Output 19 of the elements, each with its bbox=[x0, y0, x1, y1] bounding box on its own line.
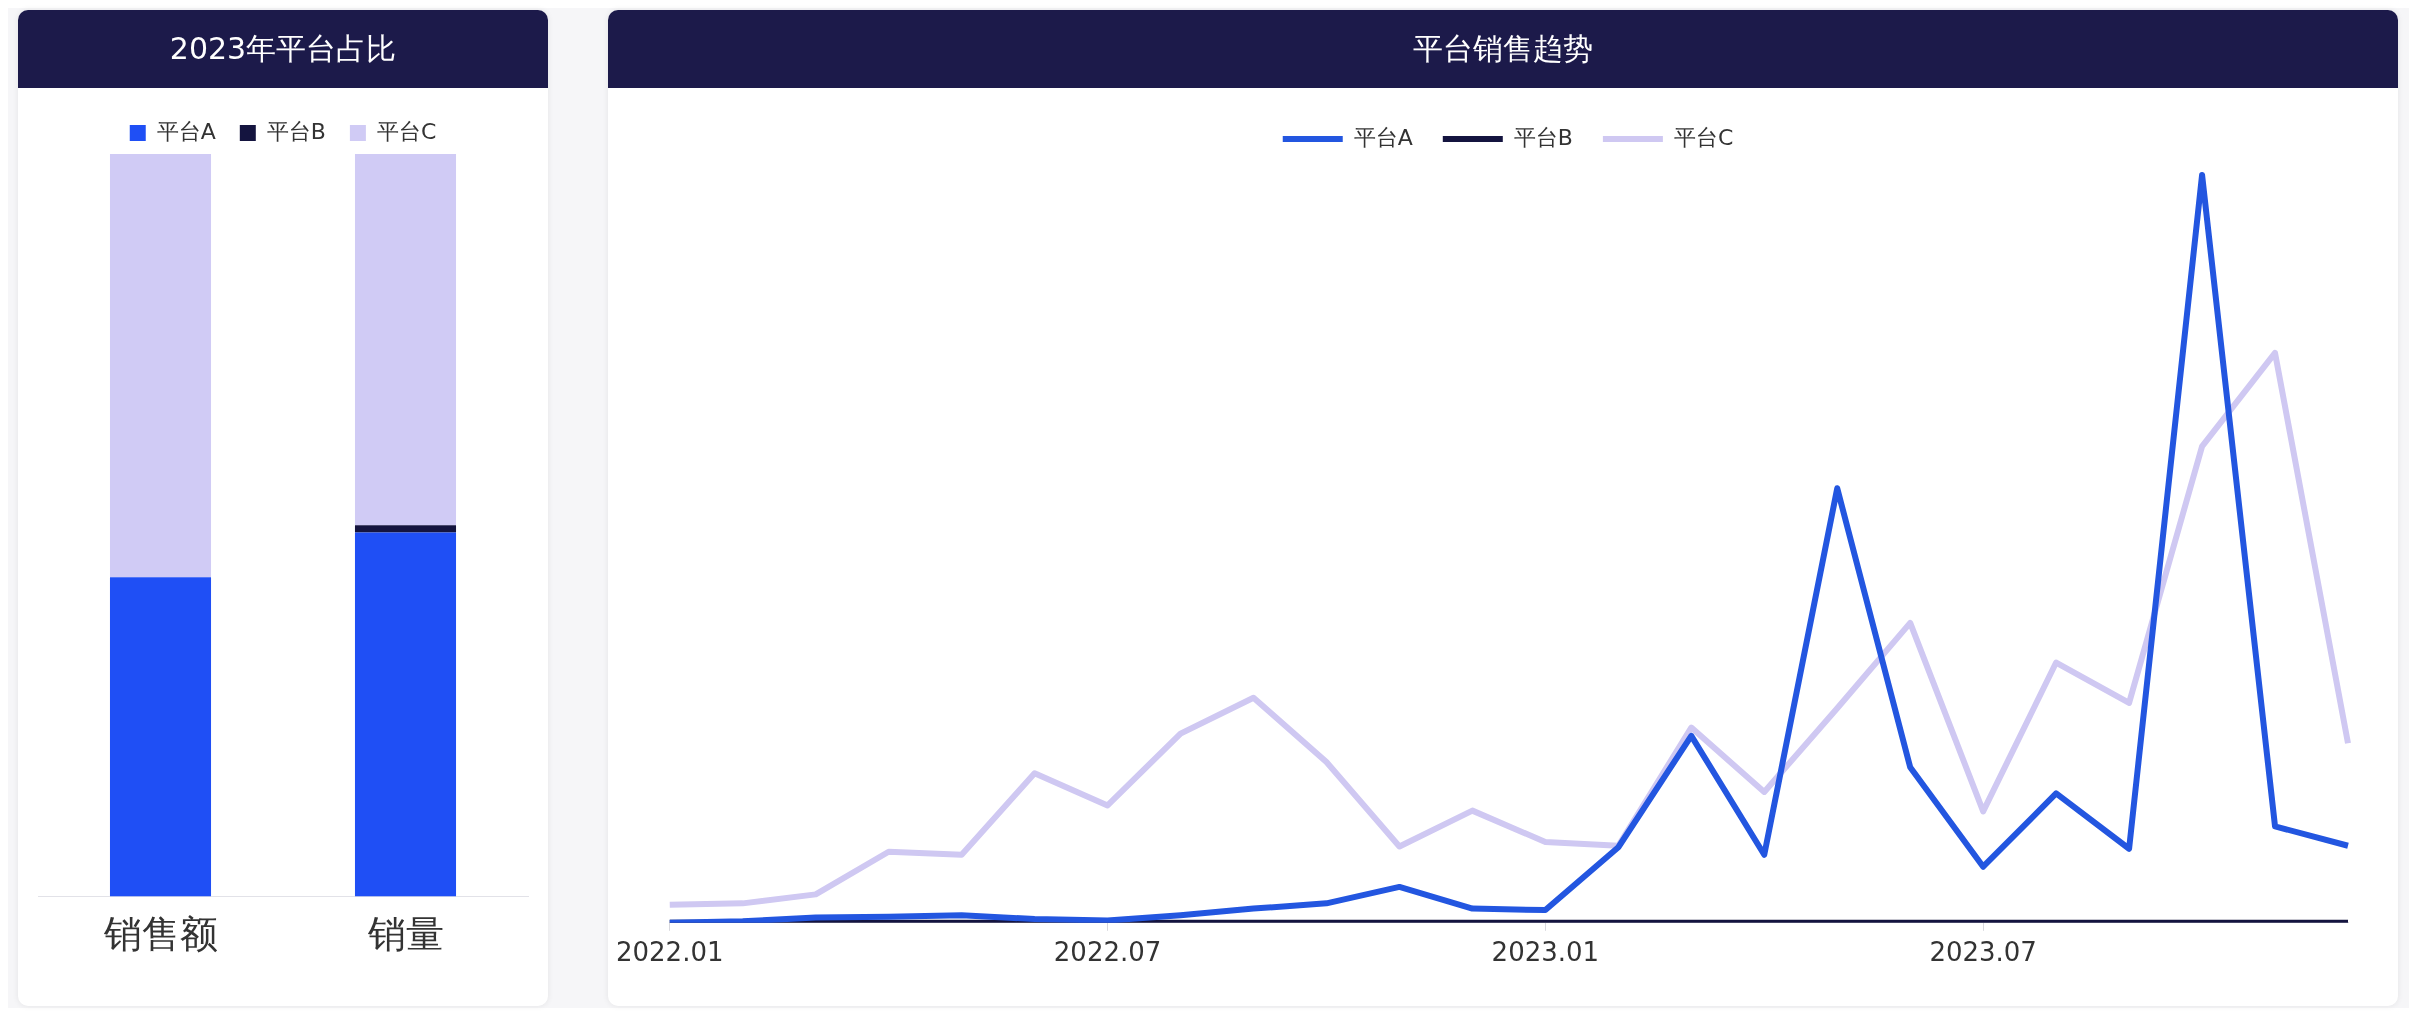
x-tick-label: 2023.07 bbox=[1929, 937, 2037, 968]
chart-title: 平台销售趋势 bbox=[608, 10, 2398, 88]
bar bbox=[354, 154, 457, 526]
bar bbox=[354, 525, 457, 533]
bar bbox=[354, 532, 457, 897]
legend-label: 平台C bbox=[1673, 124, 1734, 150]
legend-label: 平台A bbox=[156, 118, 216, 144]
x-tick-label: 2023.01 bbox=[1491, 937, 1600, 968]
bar bbox=[109, 154, 212, 578]
x-tick-label: 2022.07 bbox=[1053, 937, 1162, 968]
x-tick-label: 销售额 bbox=[102, 912, 218, 957]
legend-label: 平台B bbox=[1513, 124, 1573, 150]
legend-label: 平台B bbox=[266, 118, 326, 144]
legend-label: 平台C bbox=[376, 118, 437, 144]
x-tick-label: 销量 bbox=[366, 912, 444, 957]
chart-title: 2023年平台占比 bbox=[18, 10, 548, 88]
bar bbox=[109, 577, 212, 897]
legend-label: 平台A bbox=[1353, 124, 1413, 150]
x-tick-label: 2022.01 bbox=[615, 937, 724, 968]
